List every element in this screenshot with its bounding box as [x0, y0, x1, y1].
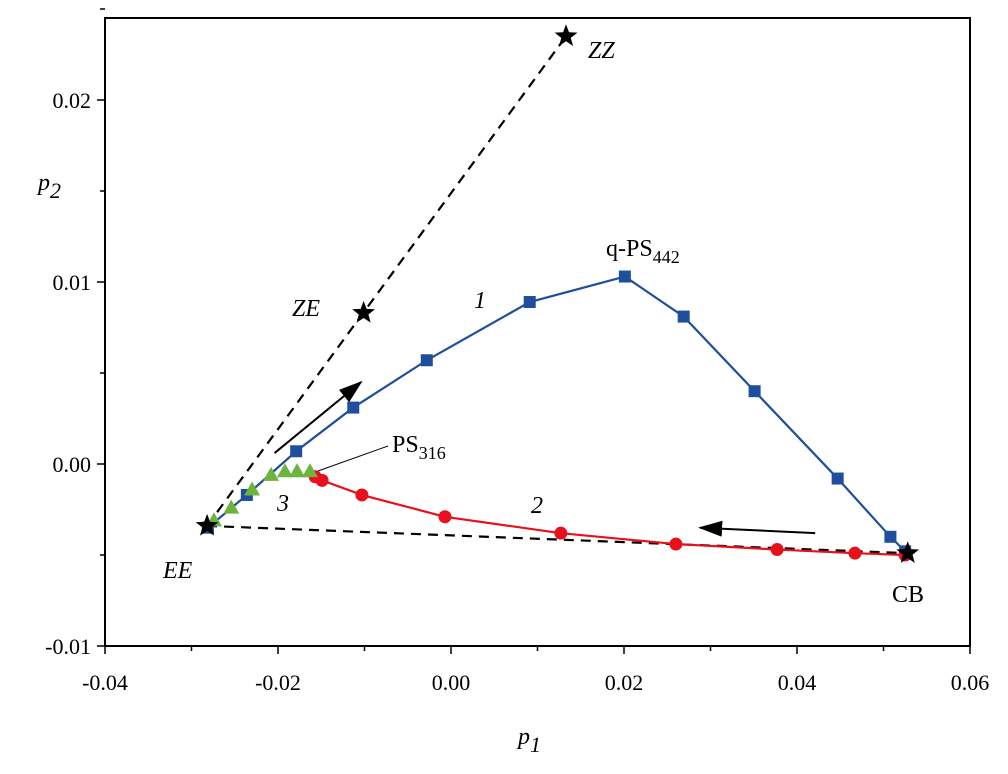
- q-ps442-label: q-PS442: [606, 236, 680, 267]
- series-1-point: [884, 530, 897, 543]
- series-2-point: [848, 546, 862, 560]
- y-tick-label: 0.02: [53, 88, 92, 113]
- ps316-label: PS316: [392, 432, 446, 463]
- y-axis-label: p2: [36, 170, 61, 203]
- direction-arrow: [273, 380, 363, 454]
- series-2-line: [314, 475, 906, 557]
- star-label-ZZ: ZZ: [588, 38, 615, 64]
- series-2-point: [315, 473, 329, 487]
- x-tick-label: -0.02: [255, 670, 301, 695]
- series-1-point: [677, 310, 690, 323]
- series-1-line: [207, 275, 906, 553]
- star-label-EE: EE: [162, 558, 193, 584]
- q-ps442-label-main: q-PS: [606, 236, 653, 262]
- series-3-point: [223, 499, 240, 514]
- axes: -0.04 -0.02 0.00 0.02 0.04 0.06 -0.01 0.00 0.01 0…: [36, 8, 990, 757]
- series-3-point: [289, 463, 306, 478]
- x-label-sub: 1: [530, 732, 541, 757]
- star-CB: [896, 541, 920, 563]
- series-2-point: [770, 543, 784, 557]
- series-1-point: [420, 354, 433, 367]
- star-ZZ: [554, 24, 578, 46]
- y-tick-label: -0.01: [45, 634, 91, 659]
- dashed-line-EE-CB: [207, 524, 908, 555]
- series-1-point: [748, 385, 761, 398]
- y-label-sub: 2: [50, 178, 61, 203]
- series-2-point: [355, 488, 369, 502]
- curve-3-label: 3: [276, 491, 289, 517]
- q-ps442-label-sub: 442: [653, 247, 680, 267]
- series-3-point: [302, 463, 319, 478]
- star-ZE: [352, 300, 375, 323]
- y-tick-label: 0.00: [53, 452, 92, 477]
- series-1-point: [831, 472, 844, 485]
- x-tick-label: 0.00: [432, 670, 471, 695]
- x-label-main: p: [516, 724, 530, 750]
- ps316-leader-line: [317, 445, 389, 472]
- marks: EE ZE ZZ CB q-PS442 PS316 1 2 3: [162, 24, 924, 608]
- star-label-ZE: ZE: [292, 296, 320, 322]
- x-tick-label: 0.04: [778, 670, 817, 695]
- series-2-point: [669, 537, 683, 551]
- series-2-point: [438, 510, 452, 524]
- curve-2-label: 2: [531, 493, 543, 519]
- star-label-CB: CB: [892, 582, 924, 608]
- series-3-point: [244, 481, 261, 496]
- x-tick-label: -0.04: [82, 670, 128, 695]
- series-3-point: [276, 463, 293, 478]
- y-tick-label: 0.01: [53, 270, 92, 295]
- ps316-label-sub: 316: [419, 443, 446, 463]
- x-tick-label: 0.02: [605, 670, 644, 695]
- direction-arrow: [698, 520, 816, 537]
- curve-1-label: 1: [474, 288, 486, 314]
- x-axis-label: p1: [516, 724, 541, 757]
- series-1-point: [290, 445, 303, 458]
- ps316-label-main: PS: [392, 432, 419, 458]
- dashed-line-EE-ZZ: [206, 35, 567, 527]
- series-3-point: [263, 466, 280, 481]
- series-1-point: [347, 401, 360, 414]
- y-label-main: p: [36, 170, 50, 196]
- series-1-point: [618, 270, 631, 283]
- series-2-point: [554, 526, 568, 540]
- star-EE: [195, 513, 219, 536]
- x-tick-label: 0.06: [951, 670, 990, 695]
- series-1-point: [523, 296, 536, 309]
